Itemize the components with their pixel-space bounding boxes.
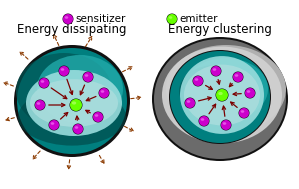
Ellipse shape [199, 115, 210, 126]
Ellipse shape [247, 90, 250, 93]
Ellipse shape [69, 98, 83, 112]
Ellipse shape [220, 119, 231, 130]
Ellipse shape [233, 72, 243, 82]
Ellipse shape [169, 16, 172, 19]
Ellipse shape [167, 14, 177, 24]
Ellipse shape [39, 78, 49, 88]
Ellipse shape [218, 92, 223, 95]
Ellipse shape [49, 120, 59, 130]
Ellipse shape [216, 88, 228, 101]
Ellipse shape [184, 98, 196, 108]
Text: Energy dissipating: Energy dissipating [17, 23, 127, 36]
Ellipse shape [99, 88, 109, 98]
Ellipse shape [241, 110, 244, 113]
Ellipse shape [48, 119, 60, 130]
Ellipse shape [199, 116, 209, 126]
Ellipse shape [101, 90, 104, 93]
Ellipse shape [72, 123, 83, 135]
Ellipse shape [213, 68, 216, 71]
Ellipse shape [184, 65, 260, 125]
Ellipse shape [221, 120, 231, 130]
Ellipse shape [73, 124, 83, 134]
Ellipse shape [239, 108, 249, 119]
Ellipse shape [85, 74, 88, 77]
Ellipse shape [70, 99, 82, 111]
Ellipse shape [185, 98, 195, 108]
Ellipse shape [195, 78, 198, 81]
Ellipse shape [211, 66, 221, 76]
Ellipse shape [41, 80, 44, 83]
Ellipse shape [245, 88, 256, 98]
Ellipse shape [239, 108, 249, 118]
Ellipse shape [16, 53, 112, 129]
Ellipse shape [37, 102, 40, 105]
Ellipse shape [169, 50, 271, 144]
Ellipse shape [152, 37, 288, 161]
Text: emitter: emitter [179, 14, 217, 24]
Ellipse shape [39, 77, 50, 88]
Ellipse shape [51, 122, 54, 125]
Ellipse shape [92, 112, 103, 122]
Ellipse shape [35, 100, 45, 110]
Ellipse shape [14, 45, 130, 157]
Ellipse shape [245, 88, 255, 98]
Ellipse shape [193, 75, 204, 87]
Ellipse shape [61, 68, 64, 71]
Ellipse shape [162, 47, 282, 143]
Ellipse shape [223, 122, 226, 125]
Ellipse shape [95, 114, 98, 117]
Ellipse shape [167, 13, 178, 25]
Ellipse shape [98, 88, 109, 98]
Ellipse shape [83, 72, 93, 82]
Ellipse shape [193, 76, 203, 86]
Ellipse shape [170, 51, 270, 143]
Ellipse shape [201, 118, 204, 121]
Ellipse shape [179, 65, 251, 117]
Ellipse shape [34, 99, 45, 111]
Text: sensitizer: sensitizer [75, 14, 125, 24]
Ellipse shape [59, 66, 69, 76]
Ellipse shape [26, 70, 122, 136]
Ellipse shape [65, 16, 68, 19]
Ellipse shape [233, 71, 243, 83]
Ellipse shape [63, 14, 73, 24]
Ellipse shape [93, 112, 103, 122]
Ellipse shape [59, 66, 69, 77]
Ellipse shape [37, 55, 123, 123]
Ellipse shape [17, 48, 127, 154]
Ellipse shape [184, 58, 268, 120]
Ellipse shape [30, 79, 118, 127]
Ellipse shape [210, 66, 222, 77]
Ellipse shape [62, 13, 74, 25]
Ellipse shape [154, 39, 286, 159]
Ellipse shape [72, 101, 76, 105]
Ellipse shape [216, 89, 228, 101]
Ellipse shape [166, 45, 286, 133]
Text: Energy clustering: Energy clustering [168, 23, 272, 36]
Ellipse shape [180, 56, 264, 134]
Ellipse shape [18, 88, 126, 146]
Ellipse shape [235, 74, 238, 77]
Ellipse shape [187, 100, 190, 103]
Ellipse shape [83, 71, 94, 83]
Ellipse shape [75, 126, 78, 129]
